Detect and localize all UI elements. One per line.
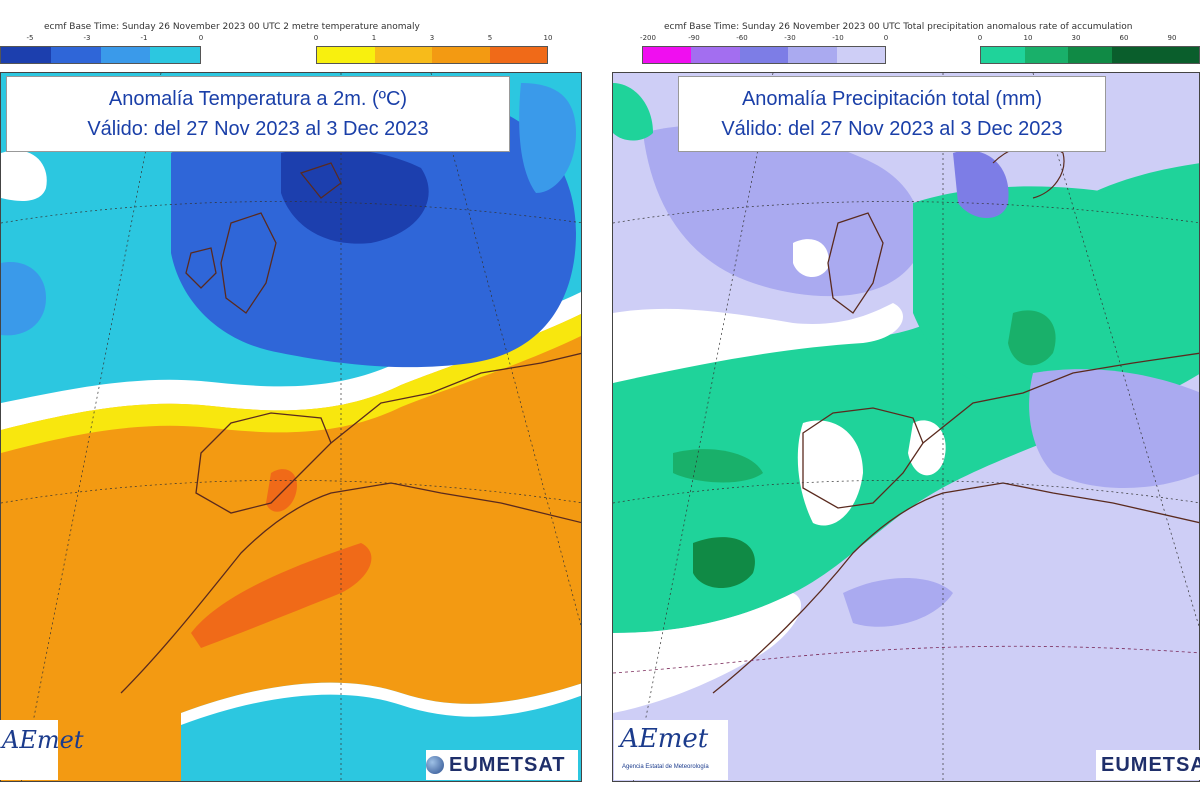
precipitation-panel: ecmf Base Time: Sunday 26 November 2023 … — [606, 0, 1200, 800]
temperature-title: Anomalía Temperatura a 2m. (ºC) — [108, 88, 408, 110]
tick-label: -200 — [640, 34, 656, 42]
dry-scale-ticks: -200 -90 -60 -30 -10 0 — [640, 34, 889, 44]
tick-label: 10 — [543, 34, 553, 42]
tick-label: 5 — [487, 34, 493, 42]
tick-label: 90 — [1167, 34, 1177, 42]
eumetsat-logo-text: EUMETSAT — [1101, 753, 1200, 776]
temperature-map-graphic — [1, 73, 581, 781]
warm-colorbar — [316, 46, 548, 64]
temperature-header: ecmf Base Time: Sunday 26 November 2023 … — [44, 22, 420, 32]
tick-label: 10 — [1023, 34, 1033, 42]
tick-label: 0 — [198, 34, 204, 42]
temperature-panel: ecmf Base Time: Sunday 26 November 2023 … — [0, 0, 590, 800]
temperature-title-box: Anomalía Temperatura a 2m. (ºC) Válido: … — [6, 76, 510, 152]
precipitation-title-box: Anomalía Precipitación total (mm) Válido… — [678, 76, 1106, 152]
aemet-logo-text: AEmet — [2, 726, 84, 754]
dry-colorbar — [642, 46, 886, 64]
globe-icon — [426, 756, 444, 774]
precipitation-validity: Válido: del 27 Nov 2023 al 3 Dec 2023 — [721, 118, 1063, 140]
wet-colorbar — [980, 46, 1200, 64]
warm-scale-ticks: 0 1 3 5 10 — [313, 34, 553, 44]
tick-label: -1 — [140, 34, 148, 42]
tick-label: 3 — [429, 34, 435, 42]
cold-scale-ticks: -5 -3 -1 0 — [0, 34, 204, 44]
aemet-logo-subtitle: Agencia Estatal de Meteorología — [622, 764, 709, 770]
tick-label: -30 — [784, 34, 796, 42]
aemet-logo-text: AEmet — [620, 724, 709, 754]
eumetsat-logo-left: EUMETSAT — [426, 750, 578, 780]
tick-label: -3 — [83, 34, 91, 42]
eumetsat-logo-text: EUMETSAT — [449, 753, 566, 776]
tick-label: -90 — [688, 34, 700, 42]
temperature-map — [0, 72, 582, 782]
precipitation-map — [612, 72, 1200, 782]
tick-label: 0 — [883, 34, 889, 42]
temperature-validity: Válido: del 27 Nov 2023 al 3 Dec 2023 — [87, 118, 429, 140]
eumetsat-logo-right: EUMETSAT — [1096, 750, 1200, 780]
aemet-logo-right: AEmet Agencia Estatal de Meteorología — [614, 720, 728, 780]
tick-label: -10 — [832, 34, 844, 42]
tick-label: 60 — [1119, 34, 1129, 42]
precipitation-title: Anomalía Precipitación total (mm) — [741, 88, 1043, 110]
wet-scale-ticks: 0 10 30 60 90 — [977, 34, 1200, 44]
tick-label: 0 — [977, 34, 983, 42]
tick-label: -5 — [26, 34, 34, 42]
cold-colorbar — [0, 46, 201, 64]
tick-label: 0 — [313, 34, 319, 42]
tick-label: -60 — [736, 34, 748, 42]
tick-label: 1 — [371, 34, 377, 42]
precipitation-header: ecmf Base Time: Sunday 26 November 2023 … — [664, 22, 1133, 32]
precipitation-map-graphic — [613, 73, 1199, 781]
aemet-logo-left: AEmet — [0, 720, 83, 780]
tick-label: 30 — [1071, 34, 1081, 42]
